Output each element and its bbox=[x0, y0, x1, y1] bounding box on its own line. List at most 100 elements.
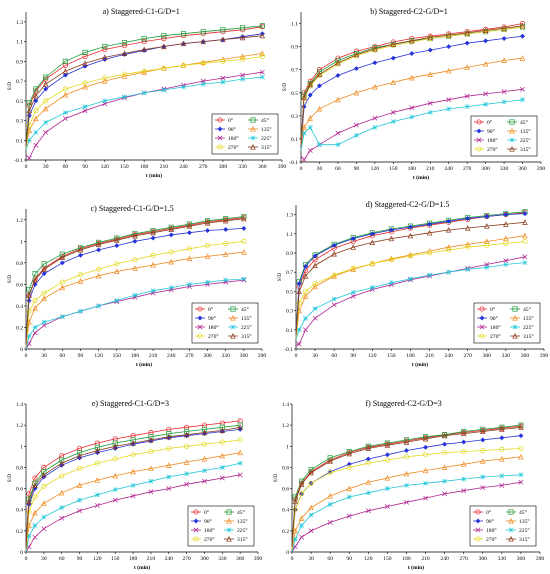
y-tick-label: -0.1 bbox=[14, 158, 23, 164]
legend-label: 45° bbox=[241, 306, 249, 313]
data-point bbox=[353, 65, 359, 72]
data-point bbox=[501, 99, 507, 105]
data-point bbox=[150, 229, 156, 236]
data-point bbox=[422, 444, 429, 450]
data-point bbox=[82, 108, 88, 114]
data-point bbox=[369, 231, 375, 237]
data-point bbox=[41, 471, 47, 478]
data-point bbox=[41, 514, 47, 520]
data-point bbox=[77, 252, 84, 258]
x-axis-label: t (min) bbox=[136, 361, 152, 368]
legend-label: 180° bbox=[487, 137, 498, 144]
x-tick-label: 390 bbox=[537, 166, 546, 172]
data-point bbox=[308, 512, 314, 518]
series-line bbox=[295, 241, 525, 338]
legend-label: 225° bbox=[237, 527, 248, 534]
legend-label: 0° bbox=[487, 119, 492, 126]
series-line bbox=[295, 221, 525, 336]
legend-marker bbox=[476, 146, 482, 152]
data-point bbox=[484, 238, 490, 245]
data-point bbox=[259, 53, 265, 59]
data-point bbox=[522, 219, 528, 225]
data-point bbox=[302, 293, 309, 299]
data-point bbox=[32, 325, 38, 330]
data-point bbox=[219, 427, 226, 433]
legend-label: 0° bbox=[228, 117, 233, 124]
data-point bbox=[388, 235, 395, 242]
data-point bbox=[168, 285, 174, 291]
data-point bbox=[41, 295, 47, 301]
data-point bbox=[201, 429, 208, 436]
legend-label: 45° bbox=[519, 509, 527, 516]
x-tick-label: 210 bbox=[425, 353, 434, 359]
data-point bbox=[241, 225, 247, 231]
series-line bbox=[25, 26, 263, 146]
data-point bbox=[372, 124, 378, 130]
legend-label: 225° bbox=[523, 324, 534, 331]
x-tick-label: 390 bbox=[258, 353, 267, 359]
y-tick-label: 0.2 bbox=[16, 529, 23, 535]
data-point bbox=[26, 107, 33, 114]
x-tick-label: 330 bbox=[238, 164, 247, 170]
x-tick-label: 360 bbox=[517, 556, 526, 562]
data-point bbox=[41, 266, 47, 272]
data-point bbox=[409, 37, 415, 44]
legend-label: 270° bbox=[490, 333, 501, 340]
data-point bbox=[335, 96, 341, 103]
data-point bbox=[461, 439, 467, 445]
data-point bbox=[59, 457, 65, 463]
x-tick-label: 180 bbox=[140, 164, 149, 170]
y-tick-label: 0.4 bbox=[16, 304, 23, 310]
data-point bbox=[303, 327, 308, 333]
data-point bbox=[350, 244, 356, 250]
legend-label: 90° bbox=[228, 126, 236, 133]
data-point bbox=[82, 49, 88, 56]
data-point bbox=[77, 497, 82, 503]
y-tick-label: 1 bbox=[286, 444, 289, 450]
x-tick-label: 120 bbox=[368, 353, 377, 359]
x-tick-label: 300 bbox=[479, 556, 488, 562]
legend-marker bbox=[217, 126, 223, 132]
legend-marker bbox=[250, 144, 256, 150]
legend-label: 315° bbox=[520, 146, 531, 153]
data-point bbox=[409, 39, 415, 45]
data-point bbox=[346, 513, 352, 519]
data-point bbox=[518, 424, 524, 430]
data-point bbox=[372, 60, 378, 66]
y-tick-label: 1.1 bbox=[16, 40, 23, 46]
data-point bbox=[404, 482, 409, 488]
series-line bbox=[291, 456, 521, 550]
data-point bbox=[520, 86, 525, 92]
data-point bbox=[483, 29, 489, 35]
data-point bbox=[503, 258, 509, 264]
data-point bbox=[327, 458, 333, 464]
data-point bbox=[82, 104, 88, 110]
data-point bbox=[32, 482, 38, 488]
data-point bbox=[130, 482, 136, 488]
data-point bbox=[499, 446, 505, 453]
data-point bbox=[480, 474, 486, 480]
x-tick-label: 0 bbox=[25, 556, 28, 562]
data-point bbox=[308, 528, 314, 534]
data-point bbox=[237, 472, 243, 478]
data-point bbox=[422, 452, 429, 458]
data-point bbox=[121, 40, 128, 46]
x-tick-label: 270 bbox=[463, 166, 472, 172]
y-tick-label: 0.9 bbox=[291, 45, 298, 51]
data-point bbox=[43, 86, 49, 92]
series-line bbox=[25, 240, 244, 347]
data-point bbox=[114, 243, 120, 249]
legend-label: 90° bbox=[486, 518, 494, 525]
x-tick-label: 150 bbox=[120, 164, 129, 170]
data-point bbox=[445, 32, 452, 38]
data-point bbox=[200, 81, 206, 87]
data-point bbox=[384, 457, 390, 463]
legend-label: 90° bbox=[490, 315, 498, 322]
x-tick-label: 330 bbox=[500, 166, 509, 172]
x-tick-label: 330 bbox=[221, 353, 230, 359]
data-point bbox=[442, 432, 448, 438]
legend-label: 270° bbox=[208, 333, 219, 340]
data-point bbox=[77, 508, 82, 514]
series-line bbox=[25, 426, 241, 548]
data-point bbox=[503, 262, 509, 267]
